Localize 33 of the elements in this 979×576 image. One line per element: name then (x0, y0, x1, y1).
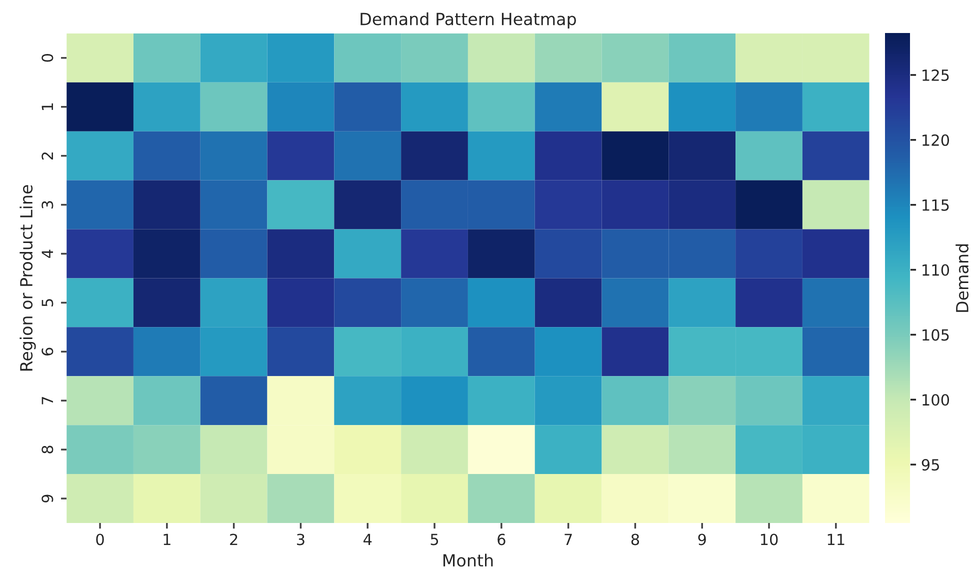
chart-title: Demand Pattern Heatmap (360, 12, 576, 29)
x-tick-label: 9 (698, 534, 706, 546)
y-tick-label: 9 (42, 494, 54, 502)
y-tick-label: 3 (42, 201, 54, 208)
x-tick-label: 10 (760, 534, 778, 546)
x-axis-title: Month (443, 554, 493, 567)
x-tick-label: 11 (828, 534, 844, 546)
x-tick-label: 3 (297, 534, 304, 546)
x-tick-label: 0 (96, 534, 104, 546)
y-tick-label: 2 (42, 152, 53, 160)
x-tick-label: 8 (631, 534, 640, 546)
color-bar-label: 110 (922, 264, 950, 276)
y-tick-label: 5 (42, 299, 54, 306)
x-tick-label: 7 (564, 534, 572, 546)
color-bar-title: Demand (956, 244, 969, 312)
x-tick-label: 1 (164, 534, 170, 546)
color-bar-label: 125 (922, 69, 949, 81)
y-axis-title: Region or Product Line (20, 185, 36, 371)
y-tick-label: 0 (42, 54, 54, 62)
y-tick-label: 4 (42, 250, 53, 258)
color-bar-label: 100 (922, 394, 950, 406)
x-tick-label: 5 (430, 534, 438, 546)
color-bar-label: 115 (922, 200, 949, 211)
y-tick-label: 6 (42, 348, 54, 356)
x-tick-label: 6 (498, 534, 506, 546)
color-bar-label: 105 (922, 329, 949, 341)
color-bar-label: 120 (922, 134, 950, 146)
y-tick-label: 1 (42, 103, 53, 110)
y-tick-label: 7 (42, 397, 53, 404)
x-tick-label: 4 (364, 534, 372, 546)
x-tick-label: 2 (230, 534, 238, 546)
y-tick-label: 8 (42, 446, 54, 454)
color-bar-label: 95 (922, 459, 939, 471)
